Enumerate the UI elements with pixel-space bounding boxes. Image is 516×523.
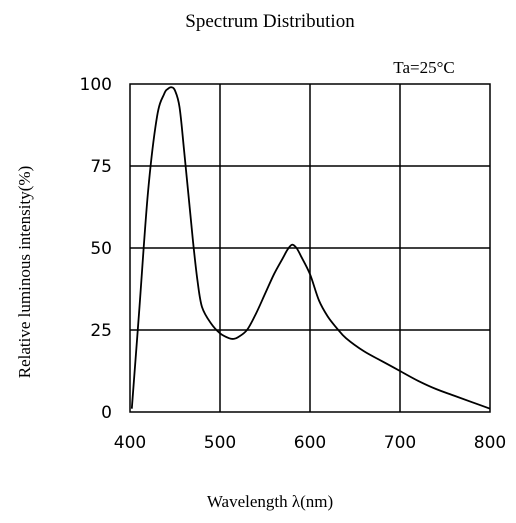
x-tick-label: 400 xyxy=(114,433,146,453)
tick-labels: 400 500 600 700 800 0 25 50 75 100 xyxy=(80,75,507,453)
series-layer xyxy=(130,86,491,410)
y-tick-label: 25 xyxy=(90,321,112,341)
y-tick-label: 0 xyxy=(101,403,112,423)
x-tick-label: 700 xyxy=(384,433,416,453)
spectrum-curve xyxy=(130,86,491,410)
y-tick-label: 100 xyxy=(80,75,112,95)
x-tick-label: 800 xyxy=(474,433,506,453)
x-tick-label: 500 xyxy=(204,433,236,453)
x-axis-label: Wavelength λ(nm) xyxy=(207,492,333,511)
temperature-annotation: Ta=25°C xyxy=(393,58,454,77)
y-tick-label: 50 xyxy=(90,239,112,259)
x-tick-label: 600 xyxy=(294,433,326,453)
chart-title: Spectrum Distribution xyxy=(185,11,355,32)
grid xyxy=(130,84,490,412)
plot-frame xyxy=(129,83,491,413)
y-tick-label: 75 xyxy=(90,157,112,177)
y-axis-label: Relative luminous intensity(%) xyxy=(15,166,34,378)
